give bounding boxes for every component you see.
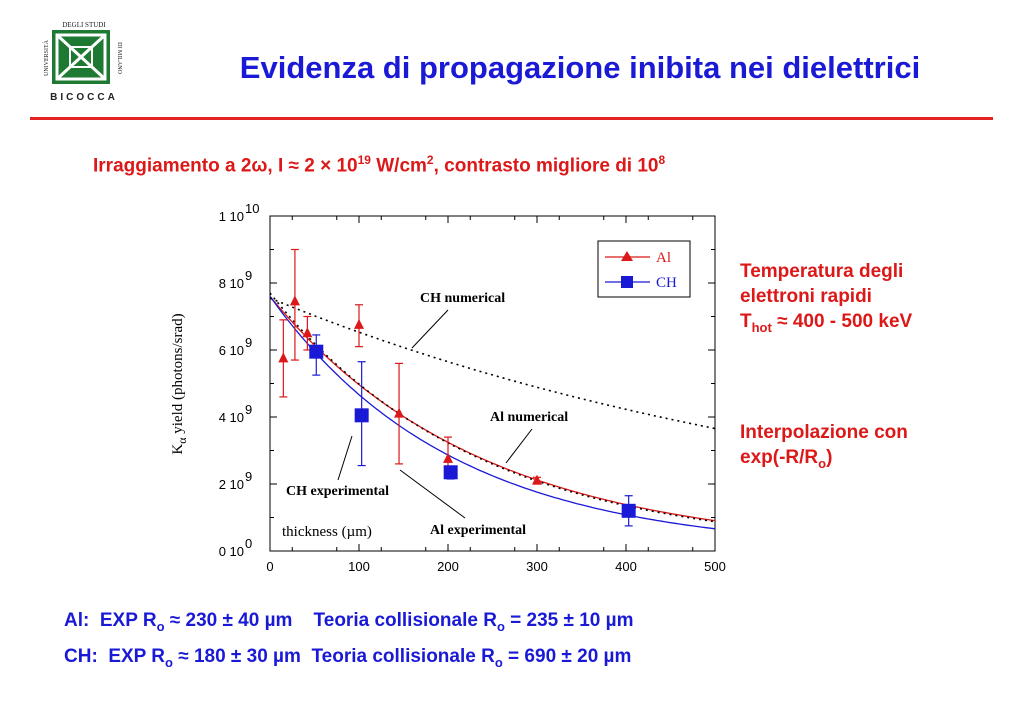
thot-symbol: T xyxy=(740,311,752,332)
al-data-point xyxy=(354,318,364,329)
x-tick-label: 100 xyxy=(348,559,370,574)
page-title: Evidenza di propagazione inibita nei die… xyxy=(239,50,921,85)
subtitle-exp3: 8 xyxy=(658,153,666,167)
y-tick-exponent: 10 xyxy=(245,201,259,216)
ch-data-point xyxy=(354,408,369,423)
interp-line2b: ) xyxy=(826,447,833,468)
subtitle-part2: W/cm xyxy=(370,155,427,177)
thot-sub: hot xyxy=(751,319,772,335)
logo-bottom-text: BICOCCA xyxy=(50,92,118,103)
subtitle-part3: , contrasto migliore di 10 xyxy=(433,155,659,177)
y-axis-label-rest: yield (photons/srad) xyxy=(170,313,186,437)
subtitle-exp1: 19 xyxy=(357,153,371,167)
al-data-point xyxy=(394,407,405,418)
interp-line2a: exp(-R/R xyxy=(740,447,819,468)
ch-data-point xyxy=(443,465,458,480)
subtitle: Irraggiamento a 2ω, I ≈ 2 × 1019 W/cm2, … xyxy=(93,153,665,177)
interpolation-note: Interpolazione con exp(-R/Ro) xyxy=(740,420,908,476)
al-result: Al: EXP Ro ≈ 230 ± 40 µm Teoria collisio… xyxy=(64,606,633,642)
curve-ch xyxy=(269,296,716,530)
x-tick-label: 500 xyxy=(704,559,726,574)
legend-box xyxy=(597,240,691,298)
al-a: Al: EXP R xyxy=(64,610,157,631)
al-b: ≈ 230 ± 40 µm Teoria collisionale R xyxy=(164,610,497,631)
curve-ch-numerical xyxy=(269,297,716,430)
ch-result: CH: EXP Ro ≈ 180 ± 30 µm Teoria collisio… xyxy=(64,642,633,678)
interp-line1: Interpolazione con xyxy=(740,422,908,443)
results-summary: Al: EXP Ro ≈ 230 ± 40 µm Teoria collisio… xyxy=(64,606,633,678)
temp-line1: Temperatura degli xyxy=(740,261,904,282)
ch-sub2: o xyxy=(494,654,503,670)
legend-al-triangle-icon xyxy=(621,251,633,261)
annotation-ch-experimental-pointer xyxy=(337,435,353,481)
al-sub1: o xyxy=(156,618,165,634)
annotation-al-numerical-pointer xyxy=(505,428,533,464)
subtitle-exp2: 2 xyxy=(426,153,434,167)
ch-data-point xyxy=(621,503,636,518)
y-axis-label-k: K xyxy=(170,444,186,455)
logo-top-text: DEGLI STUDI xyxy=(62,21,106,29)
y-tick-exponent: 0 xyxy=(245,536,252,551)
temp-line2: elettroni rapidi xyxy=(740,286,872,307)
ch-a: CH: EXP R xyxy=(64,645,166,667)
logo-left-text: UNIVERSITÀ xyxy=(42,39,50,76)
annotation-ch-numerical-pointer xyxy=(411,309,449,349)
x-tick-label: 0 xyxy=(266,559,273,574)
al-data-point xyxy=(289,295,300,306)
y-tick-exponent: 9 xyxy=(245,268,252,283)
thot-line: Thot ≈ 400 - 500 keV xyxy=(740,309,912,340)
y-tick-label: 8 10 xyxy=(219,276,244,291)
legend-al-label: Al xyxy=(656,250,671,266)
al-c: = 235 ± 10 µm xyxy=(504,610,634,631)
y-tick-exponent: 9 xyxy=(245,402,252,417)
interp-line2: exp(-R/Ro) xyxy=(740,445,908,476)
al-data-point xyxy=(302,327,313,338)
al-data-point xyxy=(443,452,453,463)
al-data-point xyxy=(532,474,542,485)
y-tick-label: 2 10 xyxy=(219,477,244,492)
y-tick-label: 1 10 xyxy=(219,209,244,224)
annotation-al-numerical: Al numerical xyxy=(490,410,568,425)
y-tick-label: 0 10 xyxy=(219,544,244,559)
ch-sub1: o xyxy=(165,654,173,670)
al-sub2: o xyxy=(496,618,505,634)
ch-b: ≈ 180 ± 30 µm Teoria collisionale R xyxy=(172,645,495,667)
legend-ch-label: CH xyxy=(656,275,677,291)
y-axis-label: Kα yield (photons/srad) xyxy=(170,313,189,454)
curve-al-numerical xyxy=(269,292,716,523)
y-tick-label: 6 10 xyxy=(219,343,244,358)
y-tick-exponent: 9 xyxy=(245,335,252,350)
x-tick-label: 300 xyxy=(526,559,548,574)
legend-ch-square-icon xyxy=(621,276,633,288)
annotation-ch-numerical: CH numerical xyxy=(420,291,505,306)
y-tick-exponent: 9 xyxy=(245,469,252,484)
x-tick-label: 400 xyxy=(615,559,637,574)
y-tick-label: 4 10 xyxy=(219,410,244,425)
x-axis-label: thickness (µm) xyxy=(282,524,372,540)
logo-right-text: DI MILANO xyxy=(116,42,122,74)
y-axis-label-alpha: α xyxy=(175,437,189,444)
ch-c: = 690 ± 20 µm xyxy=(502,645,632,667)
x-tick-label: 200 xyxy=(437,559,459,574)
title-divider xyxy=(30,117,993,120)
annotation-al-experimental-pointer xyxy=(399,469,466,519)
university-logo: DEGLI STUDI UNIVERSITÀ DI MILANO BICOCCA xyxy=(42,21,122,103)
ch-data-point xyxy=(309,344,324,359)
thot-value: ≈ 400 - 500 keV xyxy=(771,311,913,332)
annotation-ch-experimental: CH experimental xyxy=(286,484,389,499)
legend: Al CH xyxy=(597,240,691,298)
temperature-note: Temperatura degli elettroni rapidi Thot … xyxy=(740,259,912,340)
al-data-point xyxy=(278,352,289,363)
interp-sub: o xyxy=(818,455,827,471)
subtitle-part1: Irraggiamento a 2ω, I ≈ 2 × 10 xyxy=(93,155,358,177)
annotation-al-experimental: Al experimental xyxy=(430,523,526,538)
